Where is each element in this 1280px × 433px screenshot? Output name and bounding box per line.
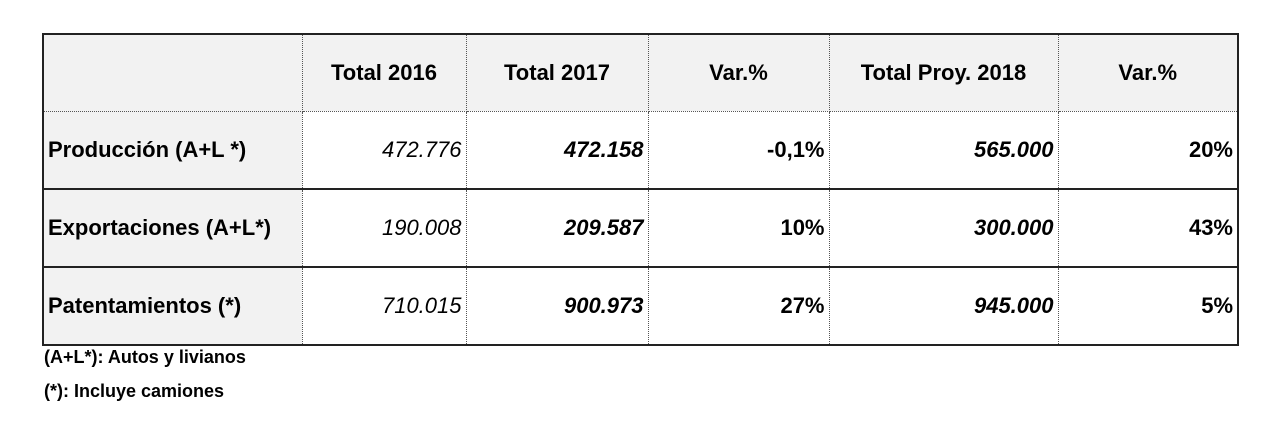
table-cell: 10% — [647, 188, 830, 268]
table-body: Total 2016 Total 2017 Var.% Total Proy. 201… — [42, 33, 1239, 346]
header-row: Total 2016 Total 2017 Var.% Total Proy. 201… — [42, 33, 1239, 112]
table-cell: 945.000 — [828, 266, 1059, 346]
header-cell: Total 2016 — [301, 33, 467, 112]
table-row: Producción (A+L *) 472.776 472.158 -0,1% 565… — [42, 110, 1239, 190]
table-row: Patentamientos (*) 710.015 900.973 27% 945.0… — [42, 266, 1239, 346]
table-cell: 43% — [1057, 188, 1239, 268]
table-cell: 472.158 — [465, 110, 649, 190]
table-cell: 565.000 — [828, 110, 1059, 190]
table-cell: 900.973 — [465, 266, 649, 346]
row-label: Producción (A+L *) — [42, 110, 303, 190]
table-cell: 300.000 — [828, 188, 1059, 268]
header-cell: Total Proy. 2018 — [828, 33, 1059, 112]
table-cell: 20% — [1057, 110, 1239, 190]
table-cell: 209.587 — [465, 188, 649, 268]
header-cell: Var.% — [647, 33, 830, 112]
row-label: Patentamientos (*) — [42, 266, 303, 346]
table-row: Exportaciones (A+L*) 190.008 209.587 10% 300… — [42, 188, 1239, 268]
table-cell: -0,1% — [647, 110, 830, 190]
footnote: (A+L*): Autos y livianos — [44, 347, 246, 367]
table-cell: 190.008 — [301, 188, 467, 268]
table-cell: 472.776 — [301, 110, 467, 190]
table-cell: 5% — [1057, 266, 1239, 346]
data-table: Total 2016 Total 2017 Var.% Total Proy. 201… — [42, 33, 1239, 346]
table-cell: 27% — [647, 266, 830, 346]
header-corner — [42, 33, 303, 112]
row-label: Exportaciones (A+L*) — [42, 188, 303, 268]
table-cell: 710.015 — [301, 266, 467, 346]
header-cell: Total 2017 — [465, 33, 649, 112]
footnote: (*): Incluye camiones — [44, 381, 225, 401]
header-cell: Var.% — [1057, 33, 1239, 112]
